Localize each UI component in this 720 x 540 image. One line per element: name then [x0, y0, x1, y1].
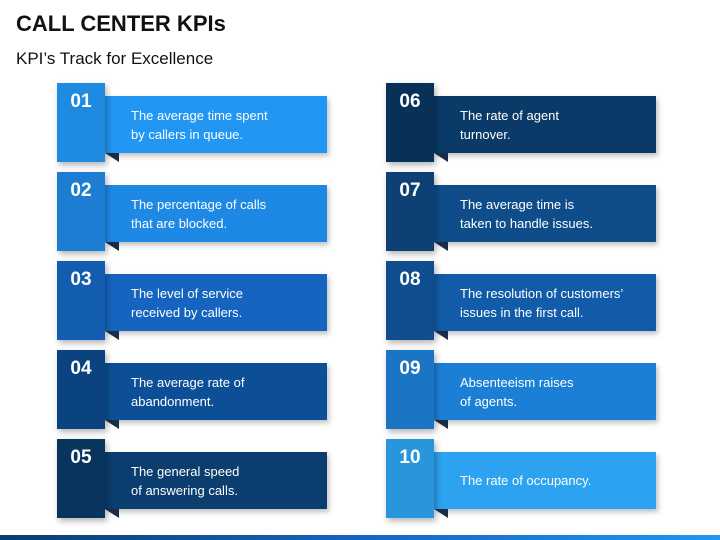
kpi-number: 05	[70, 447, 92, 468]
kpi-description: The resolution of customers’ issues in t…	[460, 285, 624, 320]
kpi-banner	[434, 274, 656, 331]
kpi-banner-fold	[105, 331, 119, 340]
kpi-card-09: 09 Absenteeism raises of agents.	[386, 350, 666, 430]
kpi-card-02: 02 The percentage of calls that are bloc…	[57, 172, 337, 252]
kpi-banner	[434, 452, 656, 509]
kpi-card-10: 10 The rate of occupancy.	[386, 439, 666, 519]
kpi-card-06: 06 The rate of agent turnover.	[386, 83, 666, 163]
kpi-banner-fold	[105, 242, 119, 251]
kpi-number-badge	[386, 261, 434, 340]
kpi-banner	[105, 185, 327, 242]
kpi-number-badge	[386, 172, 434, 251]
kpi-banner-fold	[105, 509, 119, 518]
kpi-banner	[105, 363, 327, 420]
kpi-number: 01	[70, 91, 92, 112]
kpi-number-badge	[57, 350, 105, 429]
kpi-card-07: 07 The average time is taken to handle i…	[386, 172, 666, 252]
kpi-number: 03	[70, 269, 92, 290]
kpi-banner-fold	[434, 420, 448, 429]
kpi-number: 10	[399, 447, 421, 468]
kpi-number-badge	[57, 83, 105, 162]
kpi-banner	[434, 185, 656, 242]
kpi-card-03: 03 The level of service received by call…	[57, 261, 337, 341]
kpi-description: The general speed of answering calls.	[131, 463, 240, 498]
kpi-number-badge	[386, 350, 434, 429]
kpi-banner	[105, 96, 327, 153]
kpi-description: The average rate of abandonment.	[131, 374, 245, 409]
kpi-banner-fold	[105, 153, 119, 162]
kpi-description: The rate of agent turnover.	[460, 107, 560, 142]
kpi-card-05: 05 The general speed of answering calls.	[57, 439, 337, 519]
kpi-banner-fold	[434, 242, 448, 251]
page-title: CALL CENTER KPIs	[16, 11, 226, 36]
kpi-card-08: 08 The resolution of customers’ issues i…	[386, 261, 666, 341]
kpi-description: The rate of occupancy.	[460, 473, 592, 488]
kpi-number: 09	[399, 358, 421, 379]
kpi-card-01: 01 The average time spent by callers in …	[57, 83, 337, 163]
kpi-number: 02	[70, 180, 92, 201]
kpi-number-badge	[386, 439, 434, 518]
footer-strip	[0, 535, 720, 540]
kpi-number-badge	[386, 83, 434, 162]
page-subtitle: KPI’s Track for Excellence	[16, 49, 214, 68]
kpi-card-04: 04 The average rate of abandonment.	[57, 350, 337, 430]
kpi-banner-fold	[434, 331, 448, 340]
kpi-number-badge	[57, 439, 105, 518]
kpi-banner	[105, 452, 327, 509]
kpi-number-badge	[57, 172, 105, 251]
kpi-banner	[105, 274, 327, 331]
kpi-number: 08	[399, 269, 421, 290]
kpi-number: 04	[70, 358, 92, 379]
kpi-description: The percentage of calls that are blocked…	[131, 196, 267, 231]
kpi-description: Absenteeism raises of agents.	[460, 374, 574, 409]
kpi-number: 07	[399, 180, 421, 201]
kpi-banner-fold	[105, 420, 119, 429]
kpi-number: 06	[399, 91, 421, 112]
kpi-banner	[434, 96, 656, 153]
kpi-banner-fold	[434, 509, 448, 518]
kpi-banner	[434, 363, 656, 420]
kpi-number-badge	[57, 261, 105, 340]
kpi-description: The average time spent by callers in que…	[131, 107, 268, 142]
kpi-description: The average time is taken to handle issu…	[460, 196, 593, 231]
kpi-description: The level of service received by callers…	[131, 285, 243, 320]
kpi-banner-fold	[434, 153, 448, 162]
